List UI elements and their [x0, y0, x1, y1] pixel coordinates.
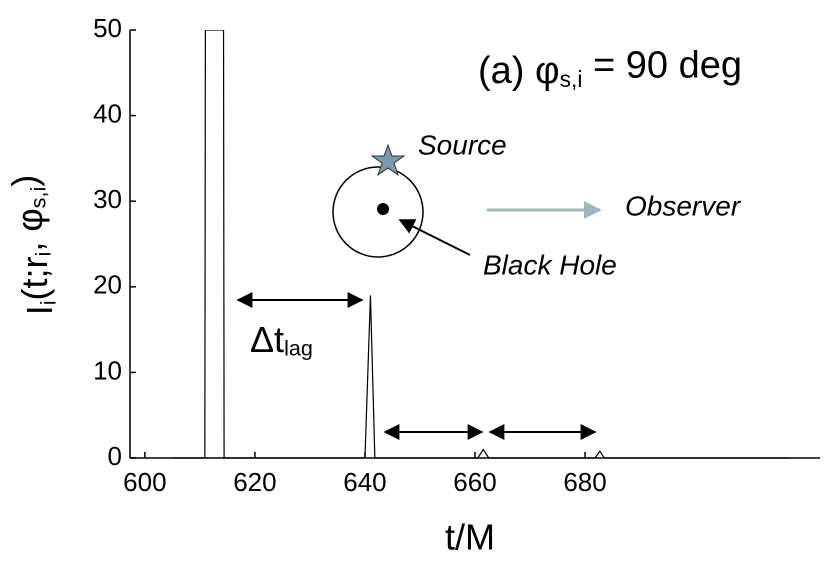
text-part: = 90 deg: [582, 45, 742, 87]
text-part: I: [19, 305, 60, 315]
black-hole-arrow: [398, 219, 471, 256]
text-part: (a) φ: [478, 50, 560, 92]
x-axis-label: t/M: [445, 517, 495, 558]
black-hole-dot: [377, 203, 389, 215]
x-tick-label: 600: [123, 467, 166, 497]
subscript: i: [35, 300, 60, 305]
text-part: Δt: [250, 319, 284, 360]
source-label: Source: [418, 129, 507, 160]
x-tick-label: 620: [233, 467, 276, 497]
text-part: ): [3, 175, 44, 187]
y-tick-label: 50: [93, 13, 122, 43]
source-star: [370, 143, 406, 177]
y-tick-label: 20: [93, 270, 122, 300]
subscript: s,i: [560, 66, 583, 92]
observer-label: Observer: [625, 190, 742, 221]
black-hole-label: Black Hole: [483, 249, 617, 280]
x-tick-label: 640: [343, 467, 386, 497]
text-part: , φ: [8, 208, 49, 251]
chart-title: (a) φs,i = 90 deg: [478, 45, 742, 92]
y-tick-label: 40: [93, 98, 122, 128]
orbit: [332, 166, 424, 258]
lag-label: Δtlag: [250, 319, 313, 361]
y-tick-label: 30: [93, 184, 122, 214]
data-line: [172, 30, 789, 459]
subscript: s,i: [25, 187, 50, 209]
schematic: [236, 143, 602, 440]
y-tick-label: 0: [108, 441, 122, 471]
y-axis-label: Ii(t;ri, φs,i): [3, 175, 60, 316]
y-tick-label: 10: [93, 355, 122, 385]
text-part: (t;r: [13, 256, 54, 300]
subscript: i: [30, 252, 55, 257]
x-tick-label: 680: [563, 467, 606, 497]
x-tick-label: 660: [453, 467, 496, 497]
subscript: lag: [284, 335, 313, 360]
